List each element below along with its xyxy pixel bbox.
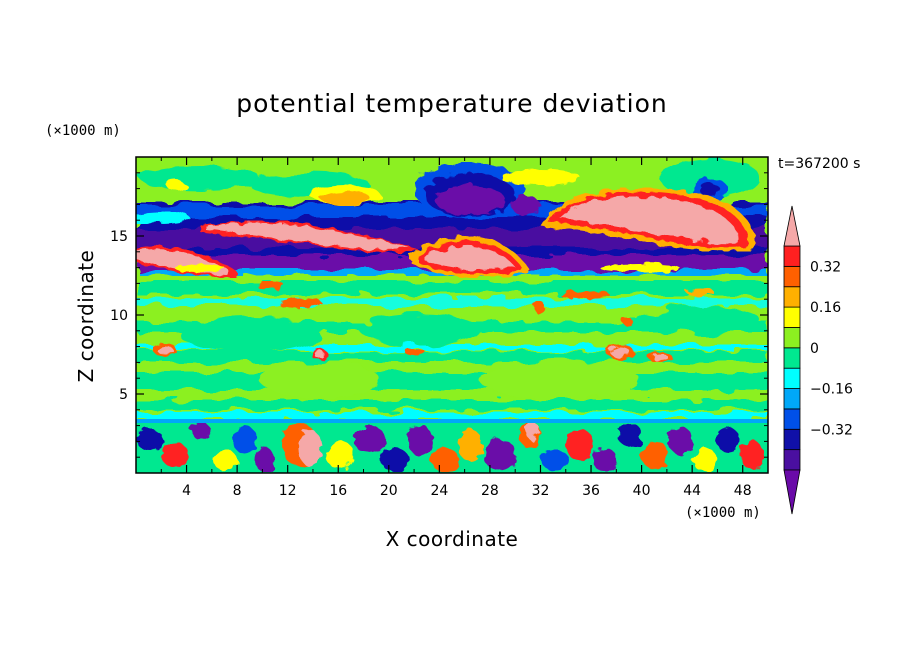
x-tick-label: 32 — [532, 483, 550, 499]
colorbar-tick-label: 0.16 — [810, 300, 841, 316]
x-tick-label: 20 — [380, 483, 398, 499]
x-tick-label: 12 — [279, 483, 297, 499]
colorbar-box — [783, 245, 801, 267]
time-label: t=367200 s — [778, 156, 860, 172]
colorbar-box — [783, 286, 801, 308]
x-tick-label: 24 — [430, 483, 448, 499]
colorbar-tick-label: 0.32 — [810, 259, 841, 275]
colorbar-box — [783, 327, 801, 349]
colorbar-box — [783, 347, 801, 369]
x-tick-label: 16 — [329, 483, 347, 499]
chart-title: potential temperature deviation — [236, 89, 667, 118]
x-tick-label: 48 — [734, 483, 752, 499]
x-unit-label: (×1000 m) — [685, 505, 761, 521]
x-axis-ticks: 4 8 12 16 20 24 28 32 36 40 44 48 — [160, 157, 752, 499]
x-tick-label: 36 — [582, 483, 600, 499]
y-tick-label: 15 — [110, 229, 128, 245]
y-axis-ticks: 5 10 15 — [110, 172, 768, 458]
x-tick-label: 40 — [633, 483, 651, 499]
colorbar-box — [783, 388, 801, 410]
colorbar-box — [783, 367, 801, 389]
colorbar-box — [783, 265, 801, 288]
colorbar-lower-extend — [783, 469, 801, 515]
x-tick-label: 44 — [683, 483, 701, 499]
x-tick-label: 28 — [481, 483, 499, 499]
contour-field — [136, 157, 768, 473]
colorbar-tick-label: −0.32 — [810, 422, 853, 438]
colorbar: 0.32 0.16 0 −0.16 −0.32 — [783, 205, 853, 515]
y-tick-label: 5 — [119, 387, 128, 403]
x-tick-label: 8 — [233, 483, 242, 499]
colorbar-box — [783, 408, 801, 430]
colorbar-tick-label: −0.16 — [810, 382, 853, 398]
colorbar-box — [783, 306, 801, 328]
y-axis-label: Z coordinate — [74, 250, 98, 383]
x-tick-label: 4 — [182, 483, 191, 499]
colorbar-box — [783, 449, 801, 471]
colorbar-tick-label: 0 — [810, 341, 819, 357]
x-axis-label: X coordinate — [386, 527, 519, 551]
colorbar-upper-extend — [783, 205, 801, 247]
y-tick-label: 10 — [110, 308, 128, 324]
y-unit-label: (×1000 m) — [45, 123, 121, 139]
colorbar-box — [783, 428, 801, 451]
